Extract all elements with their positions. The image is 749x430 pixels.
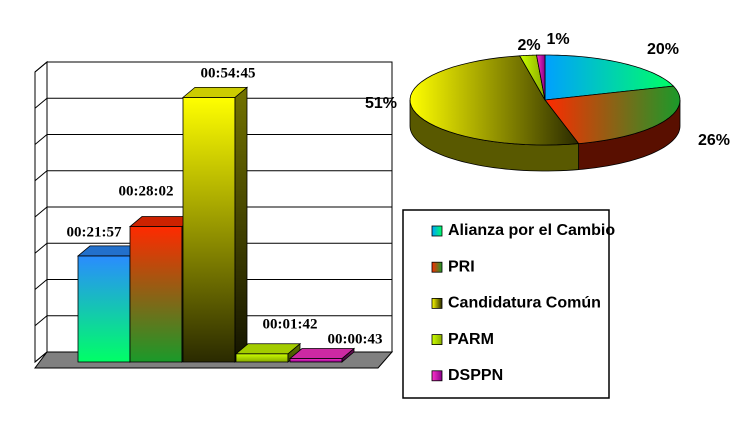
- grid-line: [34, 242, 392, 254]
- legend-label: Alianza por el Cambio: [448, 222, 615, 239]
- bar-side: [234, 86, 248, 363]
- pie-label: 20%: [647, 41, 679, 58]
- grid-line: [34, 134, 392, 145]
- legend-swatch: [431, 334, 443, 346]
- bar: [77, 255, 131, 363]
- bar-top: [181, 86, 249, 98]
- data-label: 00:28:02: [119, 183, 174, 199]
- legend-swatch: [431, 370, 443, 382]
- pie-slice: [544, 85, 681, 145]
- pie-label: 51%: [365, 95, 397, 112]
- bar: [182, 96, 236, 363]
- bar: [129, 226, 183, 363]
- pie-label: 1%: [546, 31, 569, 48]
- bar: [235, 353, 289, 363]
- grid-line: [34, 61, 392, 73]
- grid-line: [34, 315, 392, 327]
- grid-line: [34, 170, 392, 182]
- pie-slice: [536, 54, 546, 101]
- pie-slice: [544, 54, 675, 101]
- pie-slice: [519, 54, 546, 101]
- data-label: 00:00:43: [328, 331, 383, 347]
- grid-line: [34, 206, 392, 218]
- data-label: 00:21:57: [67, 224, 122, 240]
- data-label: 00:54:45: [201, 65, 256, 81]
- pie-slice: [409, 55, 580, 146]
- legend-swatch: [431, 297, 443, 309]
- legend-label: DSPPN: [448, 367, 503, 384]
- bar-top: [234, 343, 302, 355]
- legend-label: PARM: [448, 331, 494, 348]
- legend-label: Candidatura Común: [448, 295, 601, 312]
- grid-line: [34, 279, 392, 290]
- pie-label: 26%: [698, 132, 730, 149]
- legend-swatch: [431, 225, 443, 237]
- bar-top: [288, 348, 356, 359]
- data-label: 00:01:42: [263, 316, 318, 332]
- grid-line: [34, 97, 392, 109]
- legend-label: PRI: [448, 258, 475, 275]
- bar: [289, 358, 343, 363]
- pie-label: 2%: [517, 37, 540, 54]
- legend-swatch: [431, 261, 443, 273]
